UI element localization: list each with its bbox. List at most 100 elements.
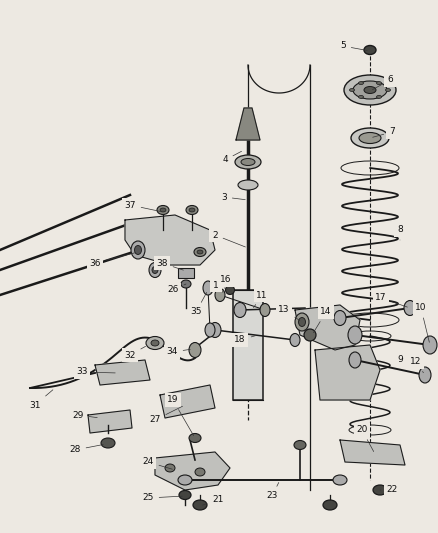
Text: 28: 28	[69, 445, 103, 455]
Ellipse shape	[189, 208, 195, 212]
Ellipse shape	[149, 262, 161, 278]
Polygon shape	[125, 215, 215, 265]
Text: 37: 37	[124, 200, 160, 212]
Text: 11: 11	[254, 290, 268, 308]
Text: 22: 22	[380, 486, 398, 495]
Ellipse shape	[181, 280, 191, 288]
Ellipse shape	[260, 303, 270, 317]
Ellipse shape	[205, 323, 215, 337]
Ellipse shape	[333, 475, 347, 485]
Text: 3: 3	[221, 192, 245, 201]
Ellipse shape	[241, 158, 255, 166]
Ellipse shape	[351, 128, 389, 148]
Ellipse shape	[189, 343, 201, 358]
Polygon shape	[295, 305, 360, 350]
Ellipse shape	[373, 485, 387, 495]
Text: 8: 8	[397, 225, 403, 240]
Text: 10: 10	[415, 303, 429, 342]
Text: 31: 31	[29, 390, 53, 409]
Ellipse shape	[194, 247, 206, 256]
Ellipse shape	[238, 180, 258, 190]
Ellipse shape	[151, 340, 159, 346]
Ellipse shape	[295, 313, 309, 331]
Ellipse shape	[146, 336, 164, 350]
Text: 20: 20	[356, 425, 374, 451]
Polygon shape	[95, 360, 150, 385]
Ellipse shape	[358, 82, 364, 85]
Ellipse shape	[304, 329, 316, 341]
Ellipse shape	[165, 464, 175, 472]
Text: 38: 38	[156, 259, 184, 270]
Ellipse shape	[131, 241, 145, 259]
Text: 2: 2	[212, 230, 245, 247]
Text: 1: 1	[213, 280, 227, 289]
Ellipse shape	[160, 208, 166, 212]
Text: 33: 33	[76, 367, 115, 376]
Text: 35: 35	[190, 293, 207, 317]
Ellipse shape	[349, 352, 361, 368]
FancyBboxPatch shape	[178, 268, 194, 278]
Ellipse shape	[323, 500, 337, 510]
Polygon shape	[315, 345, 380, 400]
Ellipse shape	[157, 206, 169, 214]
Ellipse shape	[377, 95, 381, 99]
Text: 14: 14	[314, 308, 332, 333]
Ellipse shape	[364, 45, 376, 54]
Ellipse shape	[209, 322, 221, 337]
Ellipse shape	[215, 288, 225, 302]
Ellipse shape	[364, 86, 376, 93]
Ellipse shape	[350, 88, 354, 92]
Text: 29: 29	[72, 410, 97, 419]
Text: 32: 32	[124, 346, 145, 359]
Text: 23: 23	[266, 482, 279, 500]
Polygon shape	[236, 108, 260, 140]
Text: 24: 24	[142, 457, 172, 469]
Text: 25: 25	[142, 494, 182, 503]
Ellipse shape	[419, 367, 431, 383]
Ellipse shape	[334, 311, 346, 326]
Ellipse shape	[178, 475, 192, 485]
Text: 34: 34	[166, 348, 190, 357]
Ellipse shape	[193, 500, 207, 510]
Text: 16: 16	[220, 276, 232, 292]
Ellipse shape	[234, 303, 246, 318]
Ellipse shape	[226, 286, 234, 295]
FancyBboxPatch shape	[233, 290, 263, 400]
Text: 26: 26	[167, 284, 186, 295]
Ellipse shape	[294, 440, 306, 449]
Ellipse shape	[189, 433, 201, 442]
Ellipse shape	[203, 281, 213, 295]
Polygon shape	[340, 440, 405, 465]
Text: 21: 21	[203, 496, 224, 505]
Text: 36: 36	[89, 253, 135, 268]
Text: 4: 4	[222, 151, 241, 165]
Ellipse shape	[359, 133, 381, 143]
Ellipse shape	[235, 155, 261, 169]
Polygon shape	[160, 385, 215, 418]
Ellipse shape	[385, 88, 391, 92]
Ellipse shape	[377, 82, 381, 85]
Ellipse shape	[179, 490, 191, 499]
Ellipse shape	[358, 95, 364, 99]
Polygon shape	[155, 452, 230, 490]
Ellipse shape	[290, 334, 300, 346]
Text: 27: 27	[149, 406, 183, 424]
Polygon shape	[88, 410, 132, 433]
Text: 7: 7	[373, 127, 395, 138]
Ellipse shape	[404, 301, 416, 316]
Ellipse shape	[423, 336, 437, 354]
Ellipse shape	[152, 266, 158, 273]
Ellipse shape	[344, 75, 396, 105]
Text: 17: 17	[375, 294, 407, 307]
Text: 13: 13	[278, 305, 300, 320]
Ellipse shape	[353, 81, 387, 99]
Ellipse shape	[197, 250, 203, 254]
Ellipse shape	[134, 246, 141, 254]
Ellipse shape	[299, 318, 305, 327]
Ellipse shape	[348, 326, 362, 344]
Text: 6: 6	[372, 76, 393, 90]
Text: 12: 12	[410, 358, 424, 373]
Text: 5: 5	[340, 42, 367, 51]
Text: 18: 18	[234, 335, 255, 344]
Ellipse shape	[195, 468, 205, 476]
